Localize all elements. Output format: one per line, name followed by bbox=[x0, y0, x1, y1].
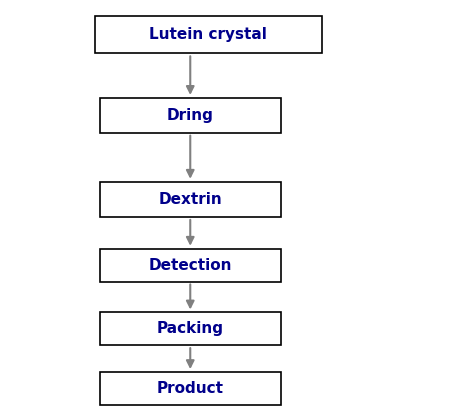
Bar bbox=[100, 249, 281, 282]
Bar bbox=[100, 312, 281, 345]
Text: Packing: Packing bbox=[157, 321, 224, 336]
Bar bbox=[95, 16, 322, 53]
Bar bbox=[100, 372, 281, 405]
Text: Dring: Dring bbox=[167, 108, 214, 122]
Bar bbox=[100, 98, 281, 132]
Text: Product: Product bbox=[157, 381, 224, 396]
Text: Lutein crystal: Lutein crystal bbox=[149, 28, 267, 42]
Text: Dextrin: Dextrin bbox=[159, 192, 222, 207]
Text: Detection: Detection bbox=[149, 258, 232, 272]
Bar bbox=[100, 182, 281, 217]
